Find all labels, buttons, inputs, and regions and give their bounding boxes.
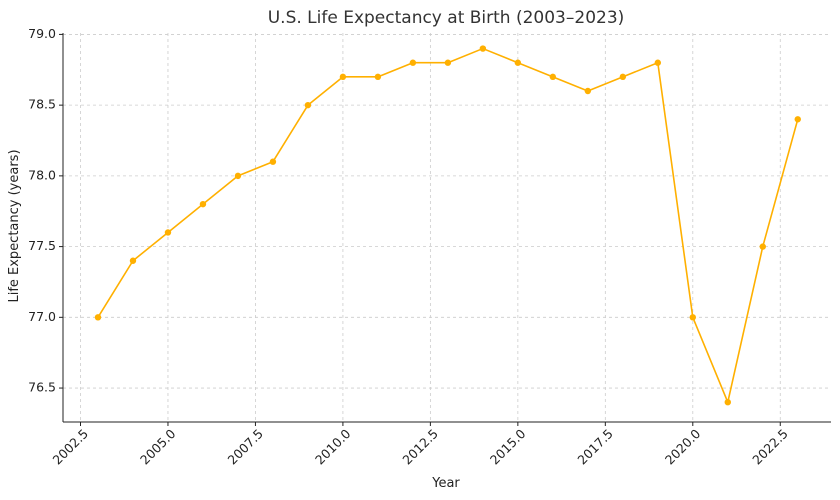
series-layer [94, 45, 801, 406]
x-tick-label: 2002.5 [50, 426, 92, 468]
data-point [444, 59, 452, 66]
x-tick-label: 2007.5 [224, 426, 266, 468]
data-point [269, 158, 277, 165]
data-point [689, 314, 696, 321]
y-tick-label: 76.5 [28, 380, 56, 395]
data-point [199, 200, 207, 208]
x-tick-label: 2020.0 [662, 426, 704, 468]
x-tick-label: 2005.0 [137, 426, 179, 468]
data-point [549, 73, 557, 81]
data-point [584, 87, 592, 95]
y-tick-label: 77.0 [28, 309, 56, 324]
data-point [339, 73, 347, 81]
grid-layer [63, 33, 831, 422]
data-point [94, 314, 102, 321]
data-point [794, 116, 801, 123]
y-axis-label: Life Expectancy (years) [7, 149, 22, 302]
data-point [304, 101, 312, 109]
x-tick-label: 2015.0 [487, 426, 529, 468]
data-point [479, 45, 487, 52]
y-tick-label: 78.5 [28, 97, 56, 112]
y-tick-label: 78.0 [28, 167, 56, 182]
data-point [619, 73, 627, 81]
x-tick-label: 2012.5 [399, 426, 441, 468]
data-point [374, 73, 382, 81]
data-point [129, 257, 137, 264]
x-axis-label: Year [431, 476, 460, 491]
y-tick-label: 77.5 [28, 238, 56, 253]
x-tick-label: 2010.0 [312, 426, 354, 468]
data-point [409, 59, 417, 66]
data-point [514, 59, 522, 66]
data-point [759, 243, 766, 250]
data-point [724, 398, 731, 406]
y-tick-label: 79.0 [28, 26, 56, 41]
data-point [164, 229, 172, 236]
x-tick-label: 2017.5 [574, 426, 616, 468]
chart-title: U.S. Life Expectancy at Birth (2003–2023… [268, 8, 625, 28]
data-point [654, 59, 662, 66]
x-tick-label: 2022.5 [749, 426, 791, 468]
data-point [234, 172, 242, 180]
